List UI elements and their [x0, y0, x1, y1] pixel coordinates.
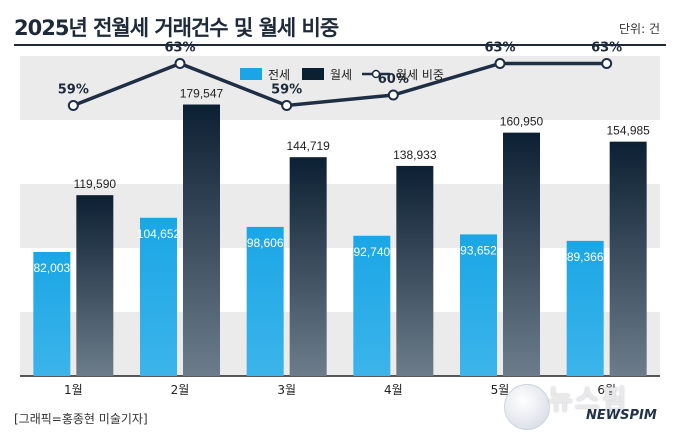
- ratio-label-5: 63%: [484, 41, 515, 56]
- legend-ratio-marker: [371, 69, 381, 79]
- bar-jeonse-5: [460, 234, 497, 376]
- x-tick-1: 1월: [64, 383, 83, 397]
- label-wolse-2: 179,547: [180, 87, 224, 101]
- bar-jeonse-3: [246, 226, 284, 376]
- ratio-point-3: [281, 100, 293, 111]
- bar-wolse-3: [289, 157, 327, 376]
- ratio-label-6: 63%: [591, 41, 622, 56]
- graphic-credit: [그래픽=홍종현 미술기자]: [14, 412, 148, 426]
- grid-band: [20, 312, 660, 376]
- x-tick-3: 3월: [277, 383, 296, 397]
- ratio-line: [72, 61, 607, 108]
- ratio-point-5: [494, 58, 506, 69]
- ratio-point-6: [601, 58, 613, 69]
- bar-jeonse-1: [33, 252, 71, 376]
- x-tick-4: 4월: [384, 383, 403, 397]
- x-tick-5: 5월: [491, 383, 510, 397]
- label-wolse-6: 154,985: [606, 124, 650, 138]
- ratio-point-4: [387, 89, 399, 101]
- ratio-label-2: 63%: [164, 41, 195, 56]
- bar-wolse-4: [396, 165, 434, 376]
- label-wolse-5: 160,950: [500, 115, 544, 129]
- ratio-label-4: 60%: [378, 72, 409, 87]
- bar-wolse-1: [76, 195, 114, 376]
- label-jeonse-1: 82,003: [33, 261, 70, 275]
- x-tick-2: 2월: [171, 383, 190, 397]
- legend-wolse-label: 월세: [330, 68, 352, 82]
- x-tick-6: 6월: [597, 383, 616, 397]
- ratio-point-2: [174, 58, 186, 69]
- unit-label: 단위: 건: [619, 22, 660, 36]
- bar-jeonse-4: [353, 235, 391, 376]
- ratio-label-3: 59%: [271, 83, 302, 98]
- bar-jeonse-6: [566, 240, 604, 376]
- legend-jeonse-swatch: [240, 68, 262, 80]
- logo-english-text: NEWSPIM: [586, 408, 657, 423]
- label-wolse-3: 144,719: [286, 139, 330, 153]
- label-wolse-1: 119,590: [74, 177, 117, 191]
- label-jeonse-6: 89,366: [567, 250, 604, 264]
- label-jeonse-5: 93,652: [460, 243, 497, 257]
- bar-wolse-2: [183, 104, 220, 376]
- title-divider: [14, 44, 666, 46]
- legend-ratio-label: 월세 비중: [396, 68, 444, 82]
- globe-icon: [504, 384, 550, 430]
- label-jeonse-4: 92,740: [353, 245, 390, 259]
- grid-band: [20, 56, 660, 120]
- legend-wolse-swatch: [302, 68, 324, 80]
- logo-korean-text: 뉴스핌: [548, 385, 629, 416]
- newspim-logo: 뉴스핌 NEWSPIM: [504, 376, 674, 436]
- legend-jeonse-label: 전세: [268, 68, 290, 82]
- bar-jeonse-2: [140, 217, 177, 376]
- label-wolse-4: 138,933: [393, 148, 437, 162]
- label-jeonse-3: 98,606: [247, 236, 284, 250]
- bar-wolse-5: [503, 132, 540, 376]
- label-jeonse-2: 104,652: [137, 227, 181, 241]
- ratio-point-1: [67, 100, 79, 111]
- grid-band: [20, 184, 660, 248]
- ratio-label-1: 59%: [58, 83, 89, 98]
- bar-wolse-6: [609, 141, 647, 376]
- chart-title: 2025년 전월세 거래건수 및 월세 비중: [14, 16, 339, 40]
